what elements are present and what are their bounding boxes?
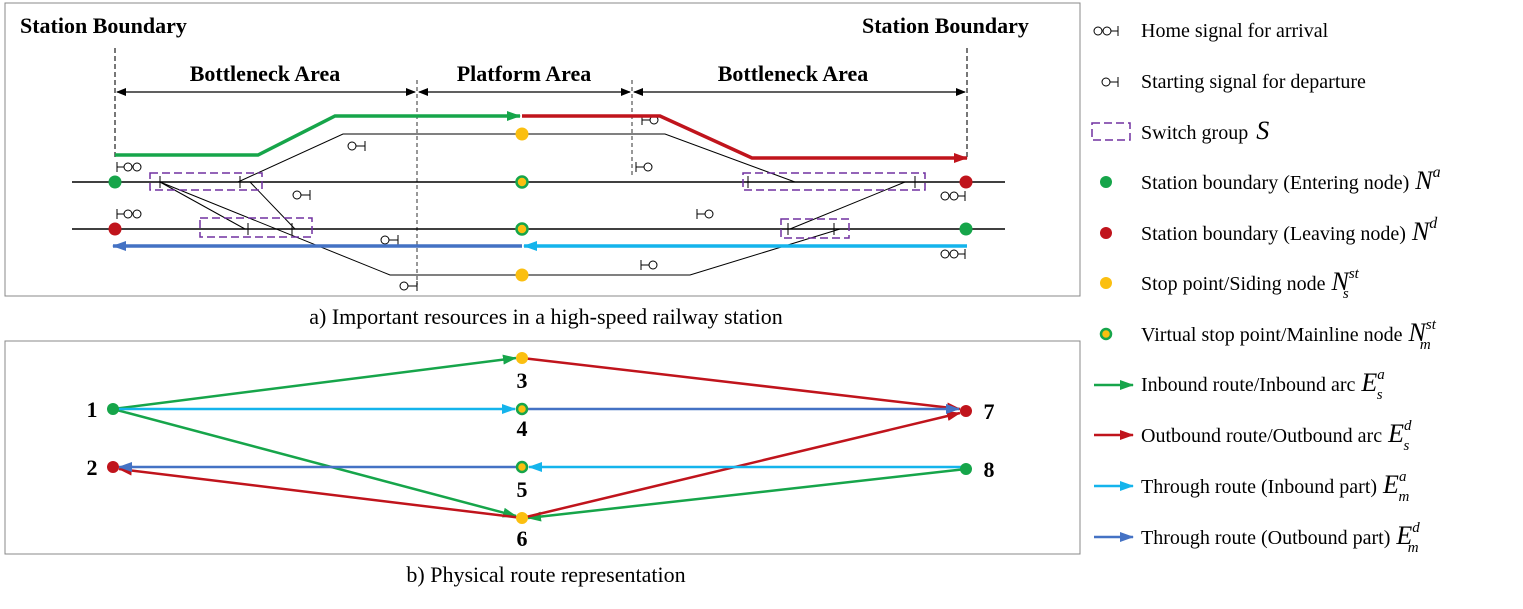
legend-label: Switch group S xyxy=(1141,116,1269,145)
legend-label: Station boundary (Entering node) Na xyxy=(1141,164,1441,195)
siding-node xyxy=(515,268,529,282)
siding-node xyxy=(515,127,529,141)
switch-group xyxy=(742,172,926,191)
entering-node xyxy=(108,175,122,189)
legend-entering-node-icon xyxy=(1100,176,1112,188)
bottleneck-area-right-label: Bottleneck Area xyxy=(718,61,869,86)
legend-starting-signal-icon xyxy=(1101,77,1119,87)
legend-label: Starting signal for departure xyxy=(1141,71,1366,93)
node-8 xyxy=(960,463,972,475)
mainline-node xyxy=(515,175,529,189)
crossover-right xyxy=(789,181,906,230)
siding-track-upper xyxy=(237,133,796,183)
outbound-arc-6-7 xyxy=(521,411,961,520)
panel-b-frame xyxy=(4,340,1081,555)
legend-label: Through route (Inbound part) Ea m xyxy=(1141,469,1409,505)
entering-node xyxy=(959,222,973,236)
node-label-5: 5 xyxy=(517,477,528,502)
inbound-route-path xyxy=(115,111,521,157)
starting-signal-icon xyxy=(380,235,399,245)
switch-group xyxy=(199,217,313,238)
outbound-route-path xyxy=(522,114,968,163)
legend-siding-node-icon xyxy=(1100,277,1112,289)
node-1 xyxy=(107,403,119,415)
node-label-6: 6 xyxy=(517,526,528,551)
leaving-node xyxy=(959,175,973,189)
legend-label: Virtual stop point/Mainline node Nst m xyxy=(1141,317,1437,353)
home-signal-icon xyxy=(116,162,142,172)
starting-signal-icon xyxy=(641,115,659,125)
node-2 xyxy=(107,461,119,473)
leaving-node xyxy=(108,222,122,236)
node-label-4: 4 xyxy=(517,416,528,441)
node-5 xyxy=(515,460,529,474)
starting-signal-icon xyxy=(635,162,653,172)
panel-b-caption: b) Physical route representation xyxy=(406,562,685,587)
node-label-1: 1 xyxy=(87,397,98,422)
node-label-8: 8 xyxy=(984,457,995,482)
legend: Home signal for arrival Starting signal … xyxy=(1091,20,1441,556)
station-boundary-left-label: Station Boundary xyxy=(20,13,187,38)
bottleneck-area-left-label: Bottleneck Area xyxy=(190,61,341,86)
switch-ticks xyxy=(159,176,916,235)
inbound-arc-8-6 xyxy=(527,467,967,522)
starting-signal-icon xyxy=(347,141,366,151)
starting-signal-icon xyxy=(696,209,714,219)
outbound-arc-3-7 xyxy=(521,356,961,413)
inbound-arc-1-6 xyxy=(112,407,517,518)
legend-label: Outbound route/Outbound arc Ed s xyxy=(1141,418,1412,454)
mainline-node xyxy=(515,222,529,236)
inbound-arc-1-3 xyxy=(112,354,517,411)
node-3 xyxy=(516,352,528,364)
panel-a-frame xyxy=(4,2,1081,297)
crossover-left xyxy=(159,181,246,230)
home-signal-icon xyxy=(116,209,142,219)
outbound-arc-6-2 xyxy=(118,465,523,520)
legend-label: Through route (Outbound part) Ed m xyxy=(1141,520,1420,556)
home-signal-icon xyxy=(940,249,966,259)
starting-signal-icon xyxy=(640,260,658,270)
node-6 xyxy=(516,512,528,524)
node-7 xyxy=(960,405,972,417)
siding-track-lower xyxy=(159,181,841,276)
legend-switch-group-icon xyxy=(1091,122,1131,141)
home-signal-icon xyxy=(940,191,966,201)
legend-label: Home signal for arrival xyxy=(1141,20,1329,42)
legend-label: Inbound route/Inbound arc Ea s xyxy=(1141,367,1385,403)
node-label-2: 2 xyxy=(87,455,98,480)
legend-label: Station boundary (Leaving node) Nd xyxy=(1141,215,1438,246)
node-label-3: 3 xyxy=(517,368,528,393)
starting-signal-icon xyxy=(399,281,418,291)
station-boundary-right-label: Station Boundary xyxy=(862,13,1029,38)
starting-signal-icon xyxy=(292,190,311,200)
switch-group xyxy=(149,172,263,191)
node-label-7: 7 xyxy=(984,399,995,424)
platform-area-label: Platform Area xyxy=(457,61,592,86)
switch-group xyxy=(780,218,850,239)
legend-label: Stop point/Siding node Nst s xyxy=(1141,266,1360,302)
legend-mainline-node-icon xyxy=(1099,327,1113,341)
node-4 xyxy=(515,402,529,416)
crossover-mid-left xyxy=(249,181,296,230)
legend-leaving-node-icon xyxy=(1100,227,1112,239)
panel-a-caption: a) Important resources in a high-speed r… xyxy=(309,304,782,329)
legend-home-signal-icon xyxy=(1093,26,1119,36)
